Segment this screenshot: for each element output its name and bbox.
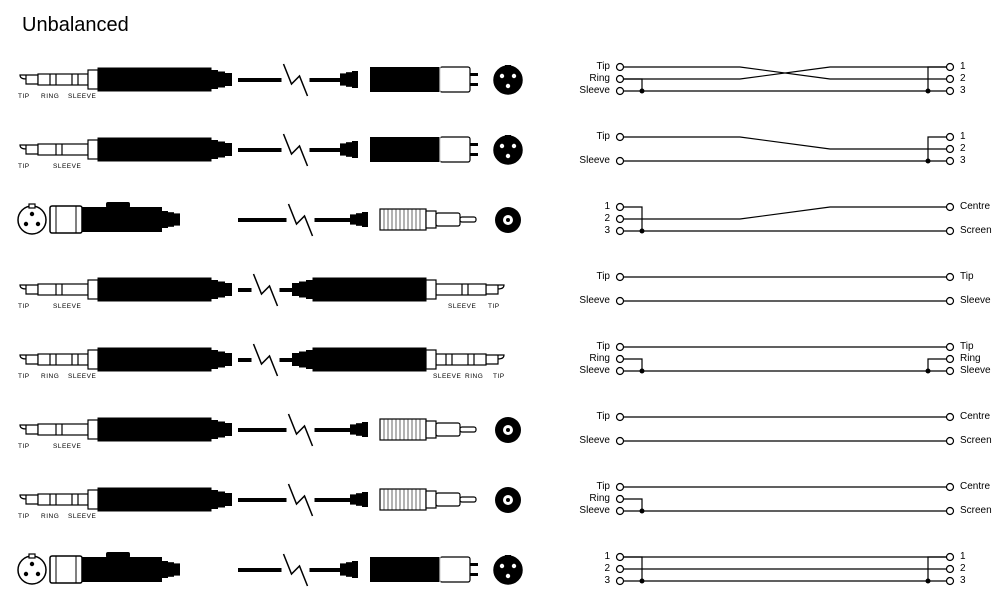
wiring-label-right: 3 xyxy=(960,575,966,586)
physical-diagram: TIP SLEEVE SLEEVE TIP xyxy=(18,265,518,335)
pin-label: SLEEVE xyxy=(68,513,96,520)
wiring-diagram: TipTipRingRingSleeveSleeve xyxy=(565,335,980,405)
wiring-label-left: Ring xyxy=(568,493,610,504)
wiring-label-right: 2 xyxy=(960,563,966,574)
wiring-label-right: Screen xyxy=(960,505,992,516)
wiring-diagram: Tip 12 Sleeve 3 xyxy=(565,125,980,195)
wiring-diagram: TipCentreSleeveScreen xyxy=(565,405,980,475)
wiring-label-right: 3 xyxy=(960,85,966,96)
wiring-label-left: Tip xyxy=(568,341,610,352)
pin-label: SLEEVE xyxy=(53,303,81,310)
pin-label: TIP xyxy=(493,373,505,380)
wiring-label-left: Ring xyxy=(568,73,610,84)
physical-diagram xyxy=(18,195,518,265)
pin-label: TIP xyxy=(18,93,30,100)
pin-label: SLEEVE xyxy=(433,373,461,380)
cable-row: 112233 xyxy=(0,545,999,615)
pin-label: RING xyxy=(465,373,483,380)
physical-diagram: TIP RING SLEEVE xyxy=(18,55,518,125)
wiring-label-left: Tip xyxy=(568,271,610,282)
pin-label: RING xyxy=(41,93,59,100)
pin-label: SLEEVE xyxy=(53,443,81,450)
wiring-label-right: Centre xyxy=(960,411,990,422)
physical-diagram: TIP SLEEVE xyxy=(18,125,518,195)
wiring-label-left: Sleeve xyxy=(568,295,610,306)
wiring-label-right: 1 xyxy=(960,551,966,562)
pin-label: TIP xyxy=(18,373,30,380)
wiring-label-right: Screen xyxy=(960,435,992,446)
wiring-diagram: 112233 xyxy=(565,545,980,615)
cable-row: TIP SLEEVE SLEEVE TIP Tip Tip Sleeve Sleeve xyxy=(0,265,999,335)
cable-row: 1 Centre 23 Screen xyxy=(0,195,999,265)
pin-label: TIP xyxy=(488,303,500,310)
wiring-label-right: 3 xyxy=(960,155,966,166)
cable-row: TIP RING SLEEVE Tip 1 Ring 2 Sleeve 3 xyxy=(0,55,999,125)
physical-diagram xyxy=(18,545,518,615)
wiring-label-right: Sleeve xyxy=(960,365,991,376)
page-title: Unbalanced xyxy=(22,14,129,37)
pin-label: SLEEVE xyxy=(53,163,81,170)
cable-row: TIPRINGSLEEVETipCentreRingSleeveScreen xyxy=(0,475,999,545)
wiring-diagram: TipTipSleeveSleeve xyxy=(565,265,980,335)
physical-diagram: TIP RING SLEEVE xyxy=(18,475,518,545)
cable-row: TIPSLEEVETipCentreSleeveScreen xyxy=(0,405,999,475)
wiring-diagram: TipCentreRingSleeveScreen xyxy=(565,475,980,545)
pin-label: TIP xyxy=(18,443,30,450)
pin-label: RING xyxy=(41,373,59,380)
wiring-label-left: 3 xyxy=(568,575,610,586)
diagram-rows: TIP RING SLEEVE Tip 1 Ring 2 Sleeve 3 TIP SLEEVE Ti… xyxy=(0,55,999,615)
wiring-label-right: Sleeve xyxy=(960,295,991,306)
pin-label: TIP xyxy=(18,303,30,310)
wiring-label-right: Centre xyxy=(960,481,990,492)
wiring-label-right: 1 xyxy=(960,131,966,142)
wiring-diagram: Tip 1 Ring 2 Sleeve 3 xyxy=(565,55,980,125)
wiring-label-left: 2 xyxy=(568,213,610,224)
wiring-label-right: Screen xyxy=(960,225,992,236)
wiring-label-right: 2 xyxy=(960,143,966,154)
pin-label: RING xyxy=(41,513,59,520)
wiring-label-right: Tip xyxy=(960,271,974,282)
wiring-label-left: Sleeve xyxy=(568,85,610,96)
wiring-label-left: 3 xyxy=(568,225,610,236)
cable-row: TIPRINGSLEEVESLEEVERINGTIPTipTipRingRing… xyxy=(0,335,999,405)
pin-label: SLEEVE xyxy=(68,373,96,380)
wiring-label-left: 1 xyxy=(568,551,610,562)
wiring-label-right: 2 xyxy=(960,73,966,84)
cable-row: TIP SLEEVE Tip 12 Sleeve 3 xyxy=(0,125,999,195)
wiring-label-left: Sleeve xyxy=(568,435,610,446)
physical-diagram: TIP RING SLEEVE SLEEVE RING TIP xyxy=(18,335,518,405)
wiring-label-left: Tip xyxy=(568,131,610,142)
pin-label: SLEEVE xyxy=(68,93,96,100)
wiring-label-right: Tip xyxy=(960,341,974,352)
wiring-label-left: Tip xyxy=(568,481,610,492)
wiring-diagram: 1Centre23Screen xyxy=(565,195,980,265)
pin-label: TIP xyxy=(18,513,30,520)
pin-label: TIP xyxy=(18,163,30,170)
wiring-label-left: Sleeve xyxy=(568,365,610,376)
pin-label: SLEEVE xyxy=(448,303,476,310)
wiring-label-left: Tip xyxy=(568,61,610,72)
wiring-label-left: 1 xyxy=(568,201,610,212)
physical-diagram: TIP SLEEVE xyxy=(18,405,518,475)
wiring-label-left: Sleeve xyxy=(568,505,610,516)
wiring-label-right: Ring xyxy=(960,353,981,364)
wiring-label-left: Sleeve xyxy=(568,155,610,166)
wiring-label-left: Tip xyxy=(568,411,610,422)
wiring-label-right: 1 xyxy=(960,61,966,72)
wiring-label-left: Ring xyxy=(568,353,610,364)
wiring-label-right: Centre xyxy=(960,201,990,212)
wiring-label-left: 2 xyxy=(568,563,610,574)
